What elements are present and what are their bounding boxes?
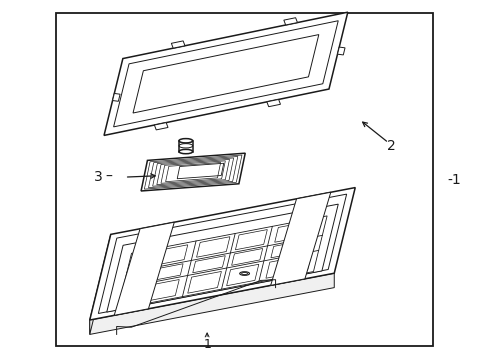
- Polygon shape: [90, 188, 354, 320]
- Bar: [56, 13, 432, 346]
- Polygon shape: [90, 234, 110, 334]
- Polygon shape: [133, 35, 318, 113]
- Polygon shape: [113, 21, 338, 127]
- Polygon shape: [154, 123, 168, 130]
- Ellipse shape: [239, 272, 249, 275]
- Text: –: –: [105, 170, 112, 184]
- Text: 3: 3: [94, 170, 102, 184]
- Polygon shape: [106, 204, 338, 312]
- Text: 2: 2: [386, 139, 395, 153]
- Polygon shape: [283, 18, 297, 25]
- Polygon shape: [98, 194, 346, 314]
- Polygon shape: [270, 192, 330, 285]
- Polygon shape: [114, 222, 174, 315]
- Polygon shape: [118, 216, 326, 309]
- Ellipse shape: [179, 139, 192, 143]
- Polygon shape: [171, 41, 184, 48]
- Polygon shape: [266, 99, 280, 107]
- Text: -1: -1: [447, 173, 460, 187]
- Polygon shape: [90, 273, 334, 334]
- Polygon shape: [141, 153, 244, 191]
- Ellipse shape: [179, 149, 192, 154]
- Text: 1: 1: [203, 338, 211, 351]
- Polygon shape: [104, 12, 347, 135]
- Polygon shape: [112, 94, 120, 101]
- Polygon shape: [337, 47, 345, 55]
